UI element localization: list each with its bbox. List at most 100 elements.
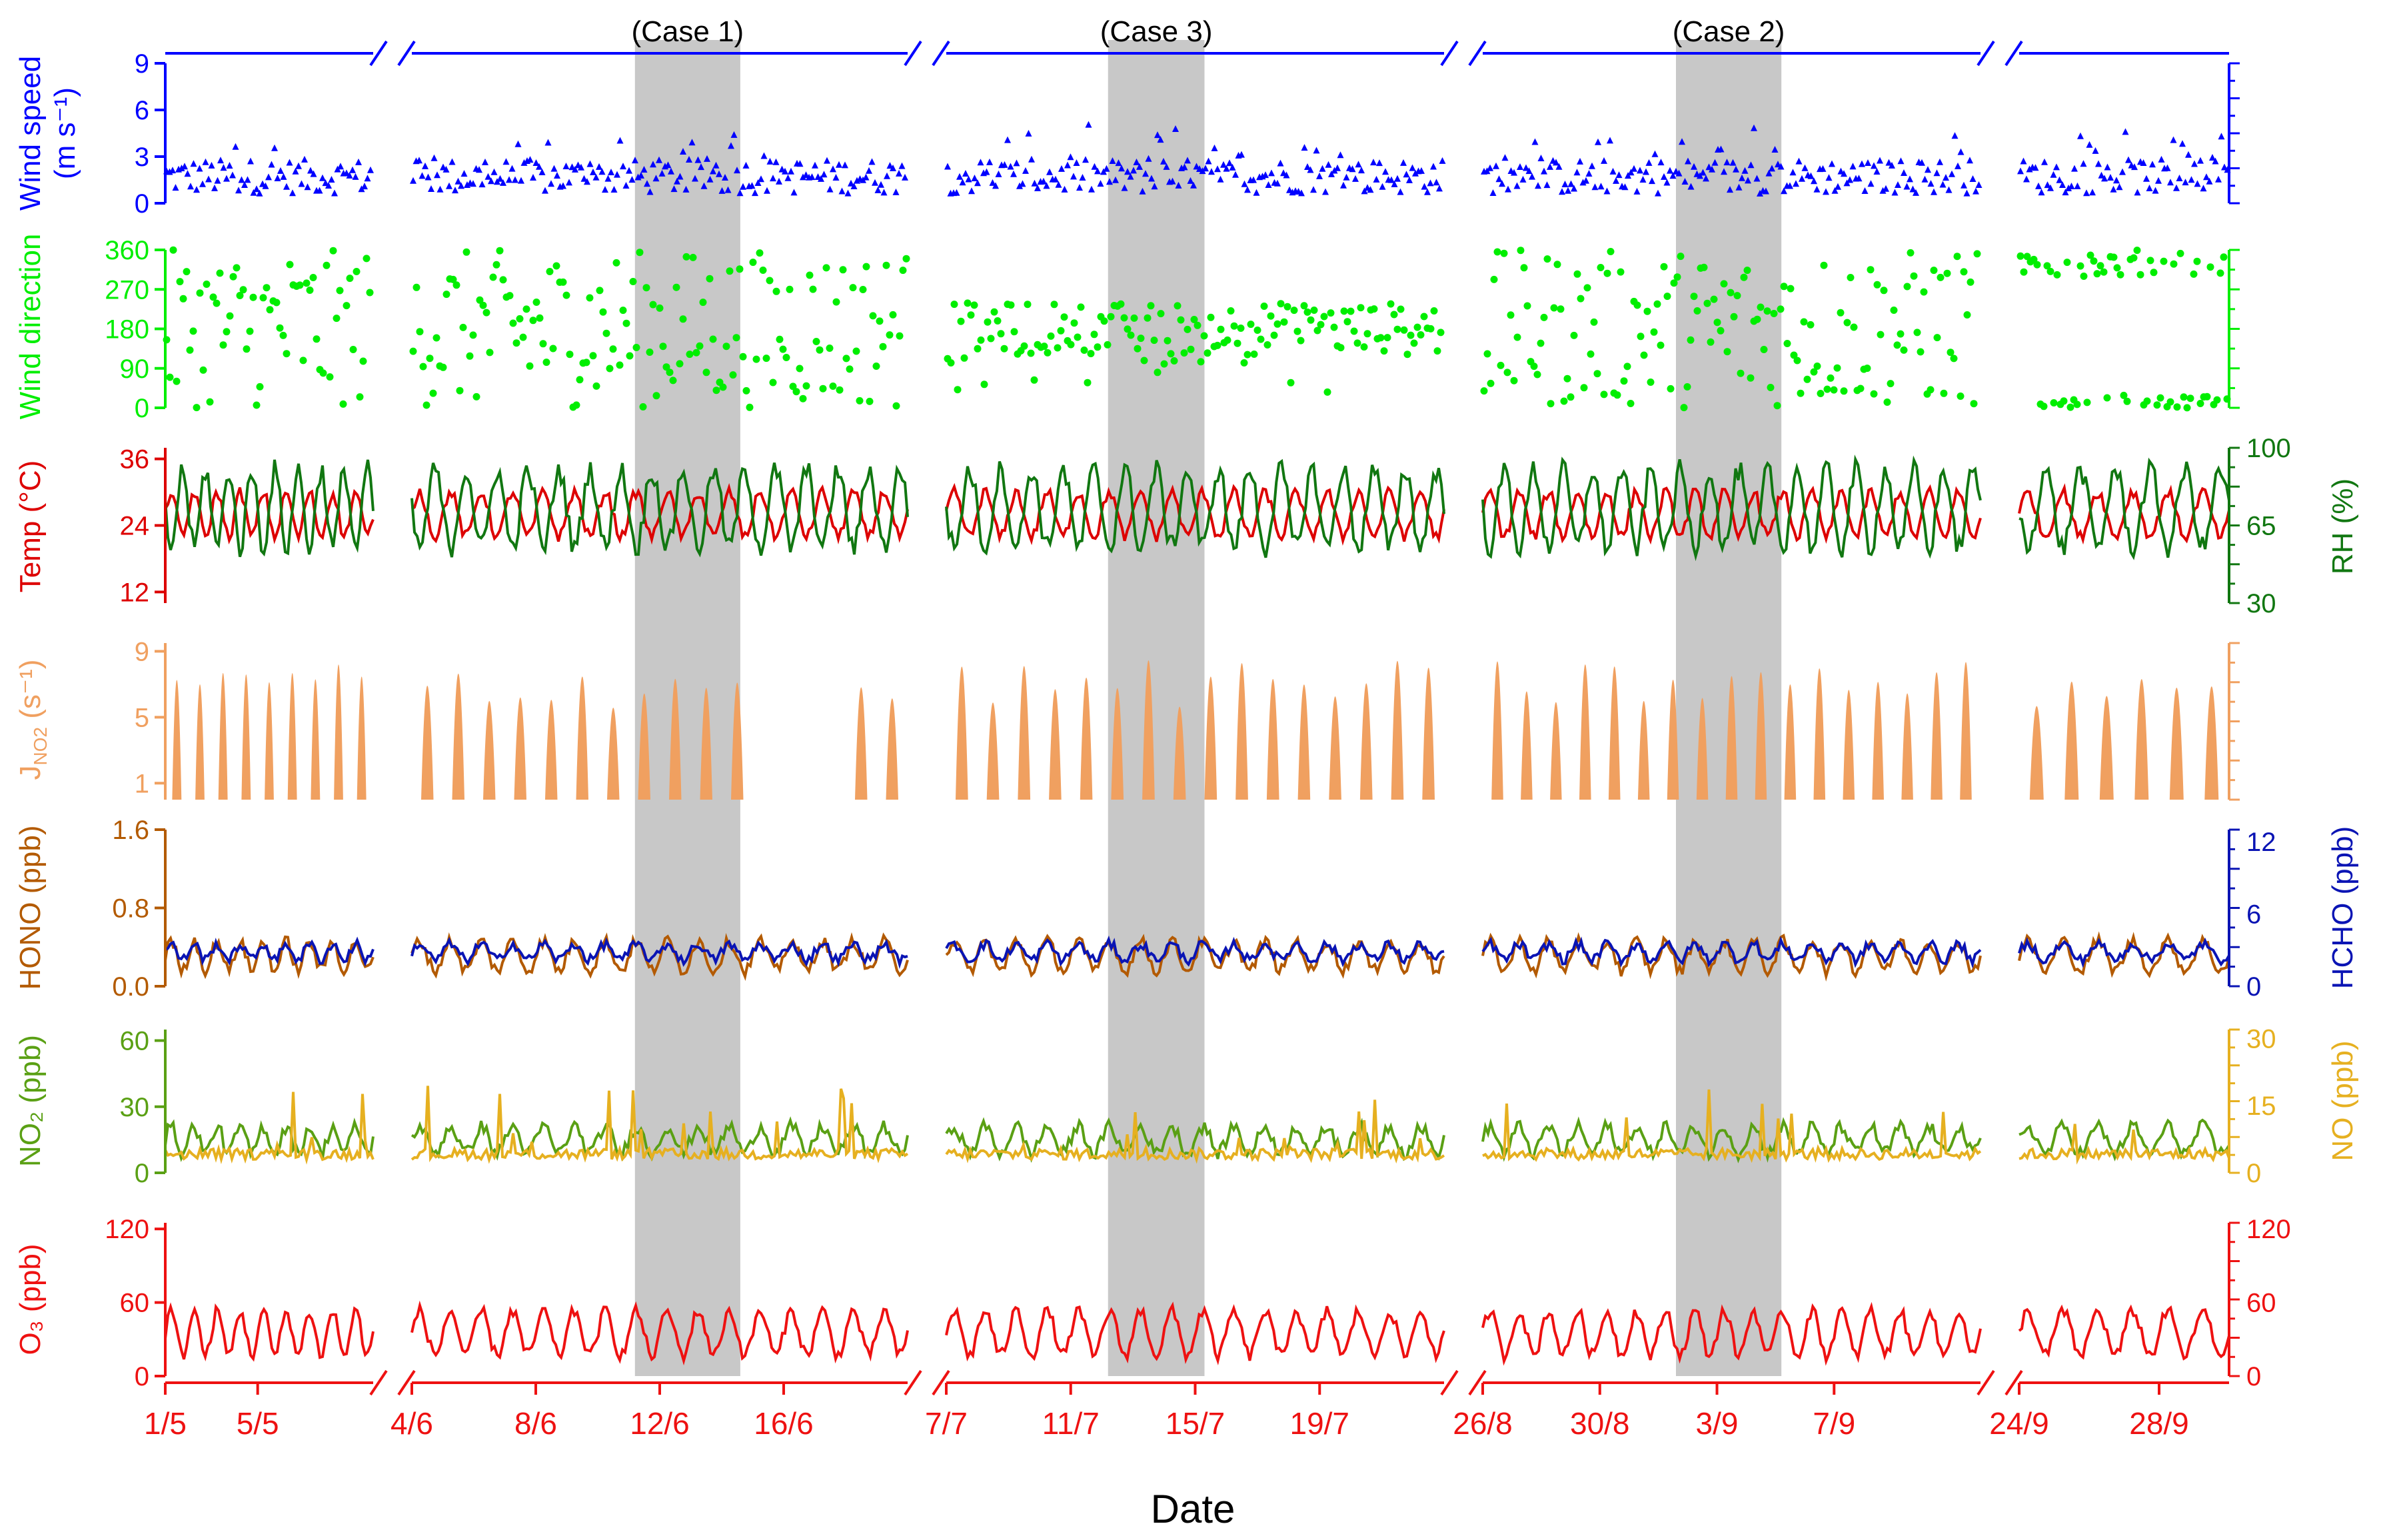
wind-speed-point <box>2215 175 2222 183</box>
wind-direction-point <box>1587 350 1595 358</box>
wind-speed-point <box>1577 157 1583 165</box>
wind-speed-point <box>283 183 290 190</box>
no-line-seg-2 <box>410 1086 909 1164</box>
wind-speed-point <box>1489 189 1497 196</box>
wind-speed-point <box>2119 168 2126 175</box>
wind-direction-point <box>2043 262 2051 270</box>
wind-speed-point <box>584 178 590 185</box>
jno2-day-peak <box>1422 668 1435 800</box>
wind-speed-point <box>1511 169 1517 176</box>
wind-speed-point <box>316 187 323 194</box>
wind-direction-point <box>1567 393 1575 401</box>
wind-speed-point <box>1091 163 1098 170</box>
wind-speed-point <box>2017 167 2024 175</box>
wind-direction-point <box>739 353 747 361</box>
jno2-day-peak <box>1297 684 1311 800</box>
wind-direction-point <box>356 393 364 401</box>
wind-speed-point <box>1501 154 1509 161</box>
wind-direction-point <box>722 343 730 351</box>
wind-direction-point <box>522 305 530 313</box>
wind-speed-point <box>1055 181 1062 188</box>
wind-direction-point <box>2133 247 2141 255</box>
wind-speed-point <box>1409 164 1416 171</box>
bottom-break-mark <box>1440 1369 1459 1396</box>
wind-direction-point <box>2103 394 2111 402</box>
x-tick-label: 15/7 <box>1166 1406 1225 1441</box>
jno2-day-peak <box>956 666 968 800</box>
right-tick-label: 60 <box>2246 1289 2276 1318</box>
wind-speed-point <box>826 185 834 193</box>
wind-speed-point <box>1913 189 1919 196</box>
wind-speed-point <box>319 174 326 181</box>
wind-direction-point <box>562 291 570 299</box>
wind-direction-point <box>229 273 237 281</box>
panel-6-axes: 0 30 60 0 15 30 <box>120 1024 2276 1188</box>
wind-direction-point <box>1960 268 1968 276</box>
jno2-day-peak <box>1931 672 1943 800</box>
wind-speed-point <box>454 177 462 185</box>
wind-speed-point <box>634 173 642 181</box>
hono-label: HONO (ppb) <box>14 826 47 990</box>
left-tick-label: 90 <box>120 355 150 384</box>
wind-speed-point <box>1439 157 1446 164</box>
wind-speed-point <box>550 165 558 172</box>
wind-speed-point <box>1211 144 1218 151</box>
wind-direction-point <box>416 328 424 336</box>
wind-speed-point <box>301 155 308 163</box>
wind-speed-point <box>1931 188 1937 195</box>
panel-3-axes: 12 24 36 30 65 100 <box>120 434 2291 618</box>
wind-speed-point <box>364 175 371 182</box>
wind-direction-point <box>476 296 484 304</box>
x-tick-labels: 1/5 5/5 4/6 8/6 12/6 16/6 7/7 11/7 15/7 19/7 26/8 3… <box>144 1383 2189 1441</box>
wind-direction-point <box>1080 347 1088 354</box>
jno2-day-peak <box>700 688 712 800</box>
wind-speed-point <box>1753 175 1761 182</box>
wind-direction-point <box>1310 307 1318 314</box>
wind-direction-point <box>2186 394 2194 402</box>
wind-direction-point <box>1873 281 1881 289</box>
wind-speed-point <box>2101 175 2108 182</box>
wind-direction-point <box>1550 304 1558 312</box>
wind-speed-point <box>328 176 335 183</box>
wind-direction-point <box>449 275 457 283</box>
wind-speed-point <box>2149 161 2156 168</box>
wind-speed-point <box>428 185 434 192</box>
wind-speed-point <box>250 189 257 196</box>
wind-direction-point <box>1253 327 1261 334</box>
wind-direction-point <box>742 386 750 394</box>
wind-direction-point <box>339 400 347 408</box>
wind-speed-point <box>1933 169 1941 177</box>
wind-direction-point <box>1203 349 1211 357</box>
right-tick-label: 30 <box>2246 1024 2276 1054</box>
wind-direction-point <box>1810 368 1818 376</box>
wind-speed-point <box>223 175 230 182</box>
wind-direction-point <box>169 246 177 254</box>
wind-direction-point <box>452 281 460 289</box>
wind-direction-point <box>359 357 367 365</box>
wind-speed-point <box>850 183 858 189</box>
wind-speed-point <box>1763 187 1769 195</box>
x-tick-label: 3/9 <box>1696 1406 1739 1441</box>
jno2-day-peak <box>638 693 650 800</box>
wind-speed-point <box>247 157 254 165</box>
wind-direction-point <box>862 263 870 271</box>
wind-speed-point <box>488 177 494 185</box>
wind-speed-point <box>1523 164 1529 171</box>
wind-direction-point <box>2156 394 2164 402</box>
wind-speed-point <box>1969 175 1977 182</box>
wind-direction-point <box>1410 339 1418 347</box>
wind-direction-point <box>1393 325 1401 333</box>
wind-direction-point <box>189 327 197 335</box>
wind-direction-point <box>1613 391 1621 399</box>
wind-direction-point <box>183 268 191 276</box>
wind-speed-point <box>1070 173 1077 180</box>
wind-speed-point <box>965 175 972 183</box>
wind-speed-point <box>1535 182 1541 189</box>
wind-speed-point <box>1160 157 1167 165</box>
hono-line-seg-2 <box>410 932 909 981</box>
wind-speed-point <box>1717 145 1725 153</box>
wind-direction-point <box>1407 331 1415 339</box>
jno2-day-peak <box>241 674 251 800</box>
jno2-day-peak <box>1142 660 1155 800</box>
wind-speed-point <box>2212 157 2219 165</box>
